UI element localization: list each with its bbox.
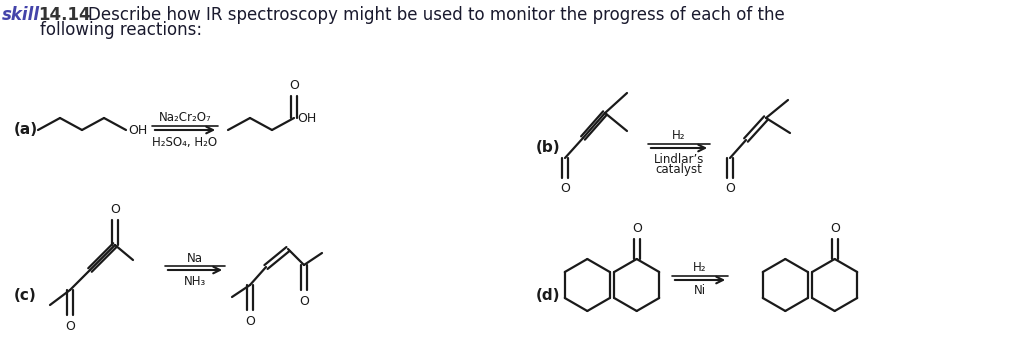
Text: 14.14: 14.14 (38, 6, 91, 24)
Text: (d): (d) (536, 288, 560, 302)
Text: O: O (829, 222, 840, 235)
Text: O: O (110, 203, 120, 216)
Text: Lindlar’s: Lindlar’s (653, 153, 705, 166)
Text: O: O (299, 295, 309, 308)
Text: O: O (289, 79, 299, 92)
Text: OH: OH (128, 124, 147, 137)
Text: O: O (66, 320, 75, 333)
Text: (b): (b) (536, 140, 560, 156)
Text: skill: skill (2, 6, 40, 24)
Text: OH: OH (297, 113, 316, 126)
Text: H₂: H₂ (672, 129, 686, 142)
Text: (c): (c) (14, 288, 37, 302)
Text: (a): (a) (14, 122, 38, 138)
Text: Ni: Ni (694, 284, 707, 297)
Text: catalyst: catalyst (655, 163, 702, 176)
Text: H₂SO₄, H₂O: H₂SO₄, H₂O (153, 136, 217, 149)
Text: following reactions:: following reactions: (40, 21, 202, 39)
Text: NH₃: NH₃ (184, 275, 206, 288)
Text: Describe how IR spectroscopy might be used to monitor the progress of each of th: Describe how IR spectroscopy might be us… (88, 6, 784, 24)
Text: O: O (632, 222, 642, 235)
Text: Na₂Cr₂O₇: Na₂Cr₂O₇ (159, 111, 211, 124)
Text: Na: Na (187, 252, 203, 265)
Text: O: O (245, 315, 255, 328)
Text: H₂: H₂ (693, 261, 707, 274)
Text: O: O (725, 182, 735, 195)
Text: O: O (560, 182, 570, 195)
